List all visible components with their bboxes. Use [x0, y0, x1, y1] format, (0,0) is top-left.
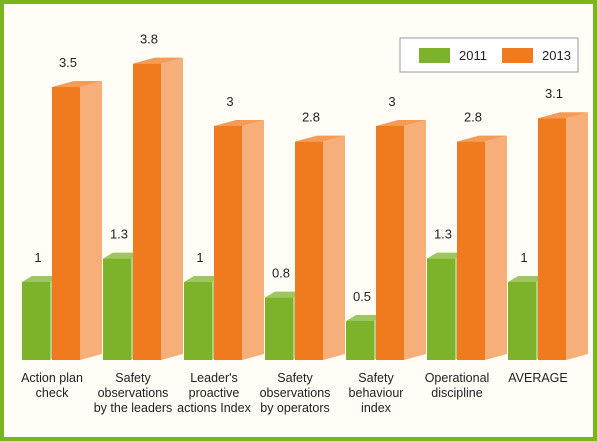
category-label: Leader's proactive actions Index	[177, 371, 251, 415]
bar-top	[346, 315, 384, 321]
bar-top	[22, 276, 60, 282]
bar	[52, 87, 80, 360]
value-label: 2.8	[302, 110, 320, 125]
bar	[508, 282, 536, 360]
legend-swatch	[419, 48, 450, 63]
bar-top	[214, 120, 264, 126]
legend-label: 2011	[459, 48, 487, 63]
bar-top	[508, 276, 546, 282]
bar-top	[376, 120, 426, 126]
category-label: Safety observations by the leaders	[93, 371, 173, 415]
value-label: 0.5	[353, 289, 371, 304]
bar-top	[103, 252, 141, 259]
bar-top	[133, 57, 183, 64]
bar	[295, 141, 323, 360]
bar-side	[566, 112, 588, 360]
chart: 1 3.5 1.3 3.8 1 3 0.8 2.8 0.5 3 1.3 2.8 1 3.1 2011 2013	[22, 32, 588, 360]
category-label: Safety observations by operators	[259, 371, 331, 415]
bar	[376, 126, 404, 360]
bar-top	[538, 112, 588, 119]
bar-top	[457, 135, 507, 142]
bar-top	[184, 276, 222, 282]
bar-top	[295, 135, 345, 142]
bar-side	[485, 135, 507, 360]
bar	[184, 282, 212, 360]
value-label: 3.8	[140, 32, 158, 47]
value-label: 1.3	[434, 227, 452, 242]
bar-top	[52, 81, 102, 87]
category-label: Operational discipline	[424, 371, 490, 400]
value-label: 2.8	[464, 110, 482, 125]
bar	[214, 126, 242, 360]
bar-top	[265, 291, 303, 298]
bar	[103, 258, 131, 360]
category-label: Action plan check	[21, 371, 83, 400]
legend-swatch	[502, 48, 533, 63]
bar-side	[161, 57, 183, 360]
bar-side	[323, 135, 345, 360]
value-label: 1.3	[110, 227, 128, 242]
bar	[265, 297, 293, 360]
value-label: 3	[226, 94, 233, 109]
value-label: 3.5	[59, 55, 77, 70]
bar-side	[242, 120, 264, 360]
value-label: 3.1	[545, 86, 563, 101]
bar	[346, 321, 374, 360]
bar	[133, 63, 161, 360]
value-label: 3	[388, 94, 395, 109]
value-label: 1	[34, 250, 41, 265]
category-label: AVERAGE	[508, 371, 568, 385]
category-label: Safety behaviour index	[348, 371, 404, 415]
bar	[22, 282, 50, 360]
bar	[538, 118, 566, 360]
bar-side	[80, 81, 102, 360]
legend-label: 2013	[542, 48, 571, 63]
bar-side	[404, 120, 426, 360]
bar	[457, 141, 485, 360]
bar-top	[427, 252, 465, 259]
value-label: 1	[520, 250, 527, 265]
bar	[427, 258, 455, 360]
value-label: 1	[196, 250, 203, 265]
value-label: 0.8	[272, 266, 290, 281]
